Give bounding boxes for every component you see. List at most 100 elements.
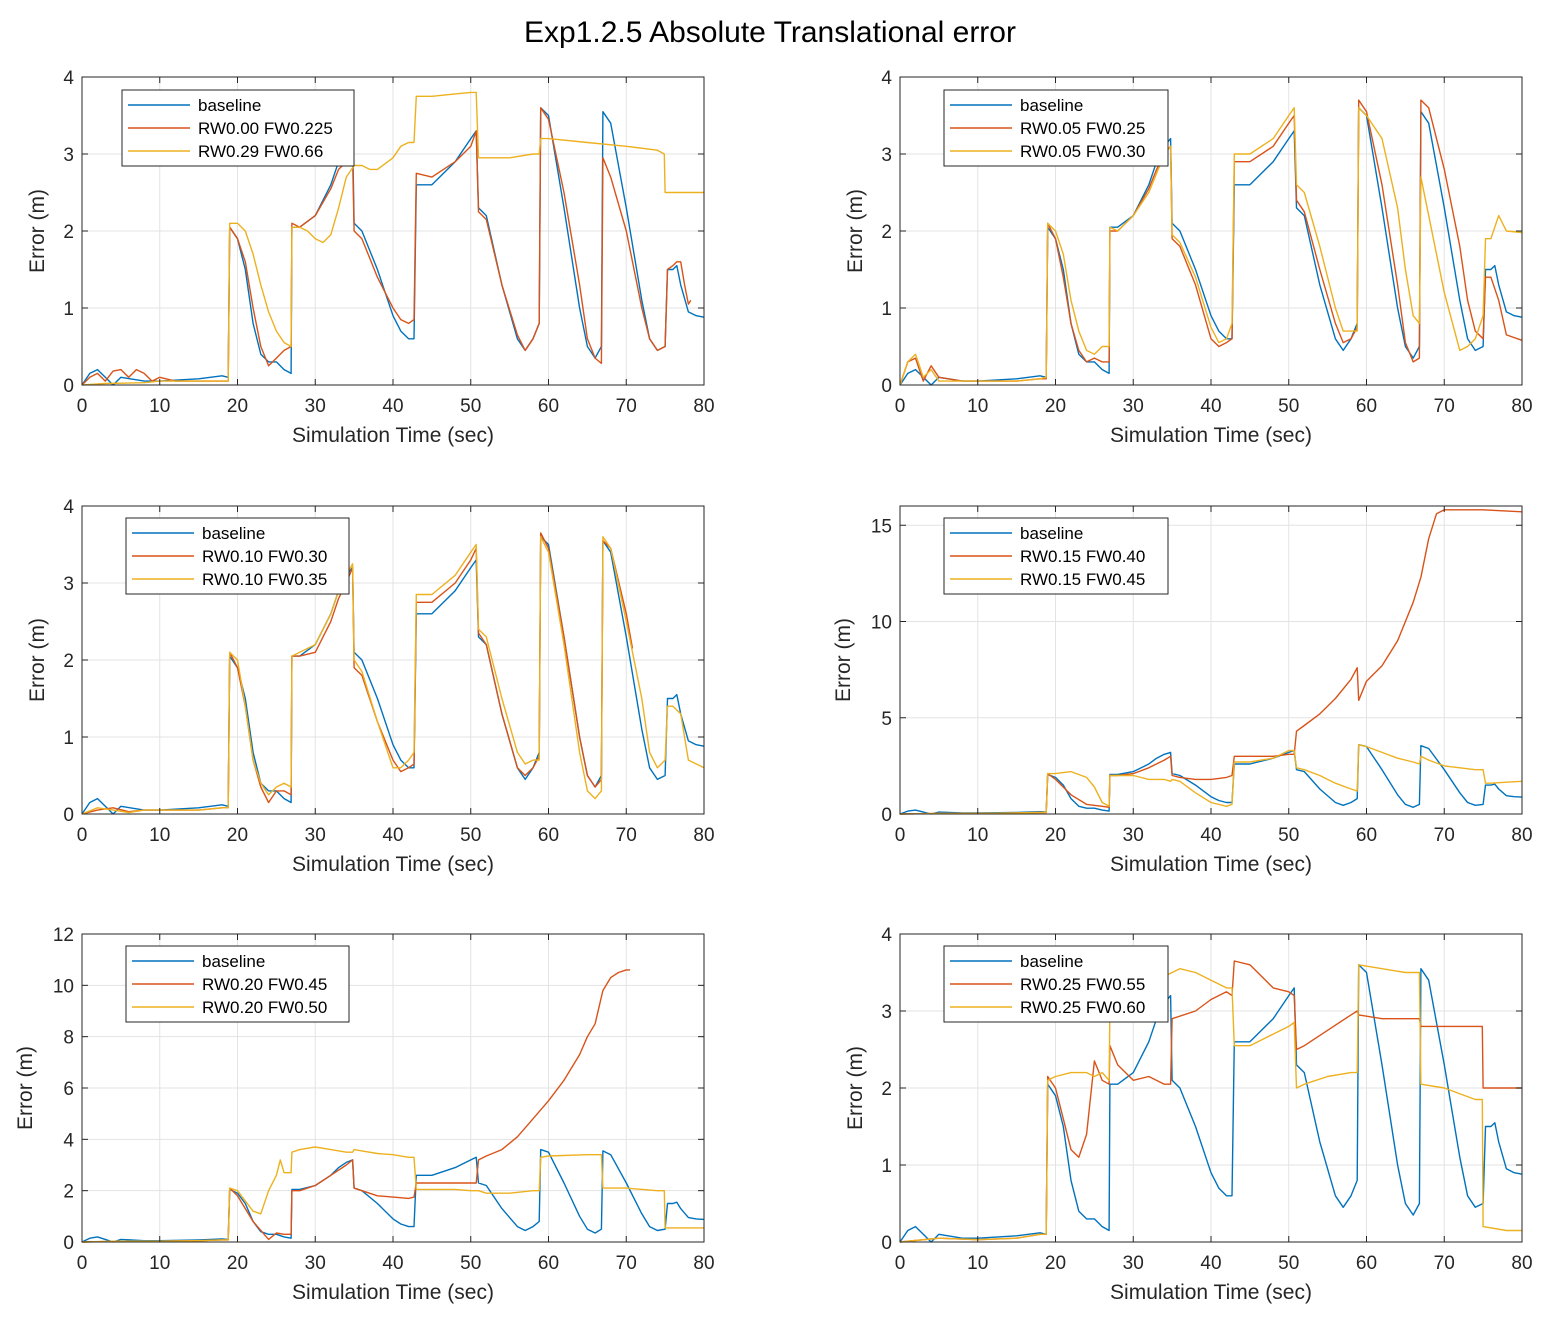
legend: baseline RW0.25 FW0.55 RW0.25 FW0.60 — [943, 945, 1169, 1023]
legend-entry: RW0.20 FW0.50 — [202, 998, 327, 1017]
x-tick-label: 30 — [1123, 825, 1144, 846]
legend: baseline RW0.05 FW0.25 RW0.05 FW0.30 — [943, 89, 1169, 167]
legend-entry: baseline — [1020, 524, 1083, 543]
x-tick-label: 50 — [460, 1253, 481, 1274]
y-tick-label: 0 — [881, 1233, 892, 1254]
x-tick-label: 60 — [1356, 396, 1377, 417]
x-tick-label: 70 — [1434, 825, 1455, 846]
x-tick-label: 50 — [1278, 396, 1299, 417]
y-tick-label: 0 — [63, 376, 74, 397]
x-tick-label: 80 — [1511, 1253, 1532, 1274]
series-line-rw0-25-fw0-55 — [899, 960, 1522, 1243]
y-tick-label: 10 — [871, 613, 892, 634]
series-line-rw0-15-fw0-40 — [899, 509, 1523, 815]
legend: baseline RW0.00 FW0.225 RW0.29 FW0.66 — [121, 89, 355, 167]
x-tick-label: 80 — [693, 396, 714, 417]
chart-panel-6: 0 10 20 30 40 50 60 70 80 0 1 2 3 4 Simulation Time (s… — [844, 925, 1533, 1304]
series-line-rw0-25-fw0-60 — [899, 964, 1522, 1243]
x-tick-label: 40 — [1200, 396, 1221, 417]
legend-entry: RW0.05 FW0.25 — [1020, 119, 1145, 138]
legend-entry: baseline — [1020, 952, 1083, 971]
x-tick-label: 60 — [538, 396, 559, 417]
y-tick-label: 4 — [881, 68, 892, 89]
x-axis-label: Simulation Time (sec) — [292, 853, 494, 876]
legend-box — [125, 517, 350, 595]
legend-entry: baseline — [1020, 96, 1083, 115]
legend-entry: RW0.15 FW0.45 — [1020, 570, 1145, 589]
x-tick-label: 70 — [1434, 1253, 1455, 1274]
y-tick-label: 4 — [63, 1130, 74, 1151]
y-tick-label: 15 — [871, 516, 892, 537]
chart-panel-3: 0 10 20 30 40 50 60 70 80 0 1 2 3 4 Simulation Time (s… — [26, 497, 715, 876]
x-tick-label: 50 — [1278, 1253, 1299, 1274]
legend-entry: RW0.15 FW0.40 — [1020, 547, 1145, 566]
y-tick-label: 5 — [881, 709, 892, 730]
x-tick-label: 30 — [305, 1253, 326, 1274]
legend-entry: RW0.25 FW0.60 — [1020, 998, 1145, 1017]
y-tick-label: 0 — [881, 376, 892, 397]
x-tick-label: 30 — [1123, 1253, 1144, 1274]
y-tick-label: 0 — [63, 805, 74, 826]
legend-entry: RW0.10 FW0.30 — [202, 547, 327, 566]
y-tick-label: 2 — [63, 222, 74, 243]
x-tick-label: 60 — [538, 1253, 559, 1274]
x-tick-label: 50 — [460, 396, 481, 417]
x-tick-label: 50 — [1278, 825, 1299, 846]
chart-panel-2: 0 10 20 30 40 50 60 70 80 0 1 2 3 4 Simulation Time (s… — [844, 68, 1533, 447]
y-axis-label: Error (m) — [844, 189, 867, 273]
y-tick-label: 2 — [881, 1079, 892, 1100]
x-tick-label: 20 — [1045, 396, 1066, 417]
x-tick-label: 70 — [616, 825, 637, 846]
x-tick-label: 80 — [1511, 396, 1532, 417]
chart-panel-4: 0 10 20 30 40 50 60 70 80 0 5 10 15 Simulation Time (… — [832, 505, 1533, 876]
legend: baseline RW0.10 FW0.30 RW0.10 FW0.35 — [125, 517, 350, 595]
x-tick-label: 70 — [616, 396, 637, 417]
legend-entry: baseline — [198, 96, 261, 115]
series-line-rw0-20-fw0-50 — [81, 1146, 704, 1243]
series-line-rw0-10-fw0-35 — [81, 536, 705, 815]
x-tick-label: 10 — [149, 396, 170, 417]
x-tick-label: 20 — [1045, 1253, 1066, 1274]
x-tick-label: 0 — [77, 1253, 88, 1274]
x-tick-label: 60 — [1356, 1253, 1377, 1274]
x-tick-label: 20 — [227, 396, 248, 417]
legend-entry: RW0.25 FW0.55 — [1020, 975, 1145, 994]
x-tick-label: 40 — [1200, 825, 1221, 846]
y-tick-label: 1 — [63, 728, 74, 749]
y-tick-label: 8 — [63, 1028, 74, 1049]
y-tick-label: 1 — [881, 299, 892, 320]
x-tick-label: 10 — [149, 825, 170, 846]
series-line-rw0-29-fw0-66 — [81, 91, 704, 386]
x-tick-label: 30 — [305, 396, 326, 417]
y-tick-label: 2 — [63, 651, 74, 672]
x-tick-label: 60 — [1356, 825, 1377, 846]
y-axis-label: Error (m) — [14, 1046, 37, 1130]
y-tick-label: 1 — [881, 1156, 892, 1177]
x-tick-label: 40 — [382, 1253, 403, 1274]
y-tick-label: 2 — [881, 222, 892, 243]
x-tick-label: 70 — [1434, 396, 1455, 417]
x-tick-label: 20 — [227, 825, 248, 846]
x-axis-label: Simulation Time (sec) — [1110, 853, 1312, 876]
x-tick-label: 0 — [895, 1253, 906, 1274]
x-tick-label: 0 — [77, 396, 88, 417]
x-tick-label: 10 — [967, 1253, 988, 1274]
legend-entry: RW0.05 FW0.30 — [1020, 142, 1145, 161]
y-tick-label: 0 — [63, 1233, 74, 1254]
x-axis-label: Simulation Time (sec) — [1110, 1281, 1312, 1304]
y-tick-label: 6 — [63, 1079, 74, 1100]
y-tick-label: 1 — [63, 299, 74, 320]
x-tick-label: 80 — [693, 825, 714, 846]
x-tick-label: 50 — [460, 825, 481, 846]
y-tick-label: 12 — [53, 925, 74, 946]
legend-entry: RW0.20 FW0.45 — [202, 975, 327, 994]
y-tick-label: 4 — [63, 68, 74, 89]
series-line-rw0-15-fw0-45 — [899, 744, 1523, 815]
x-tick-label: 0 — [895, 825, 906, 846]
y-tick-label: 0 — [881, 805, 892, 826]
legend-entry: RW0.10 FW0.35 — [202, 570, 327, 589]
y-tick-label: 3 — [63, 145, 74, 166]
y-tick-label: 10 — [53, 976, 74, 997]
x-tick-label: 40 — [382, 825, 403, 846]
